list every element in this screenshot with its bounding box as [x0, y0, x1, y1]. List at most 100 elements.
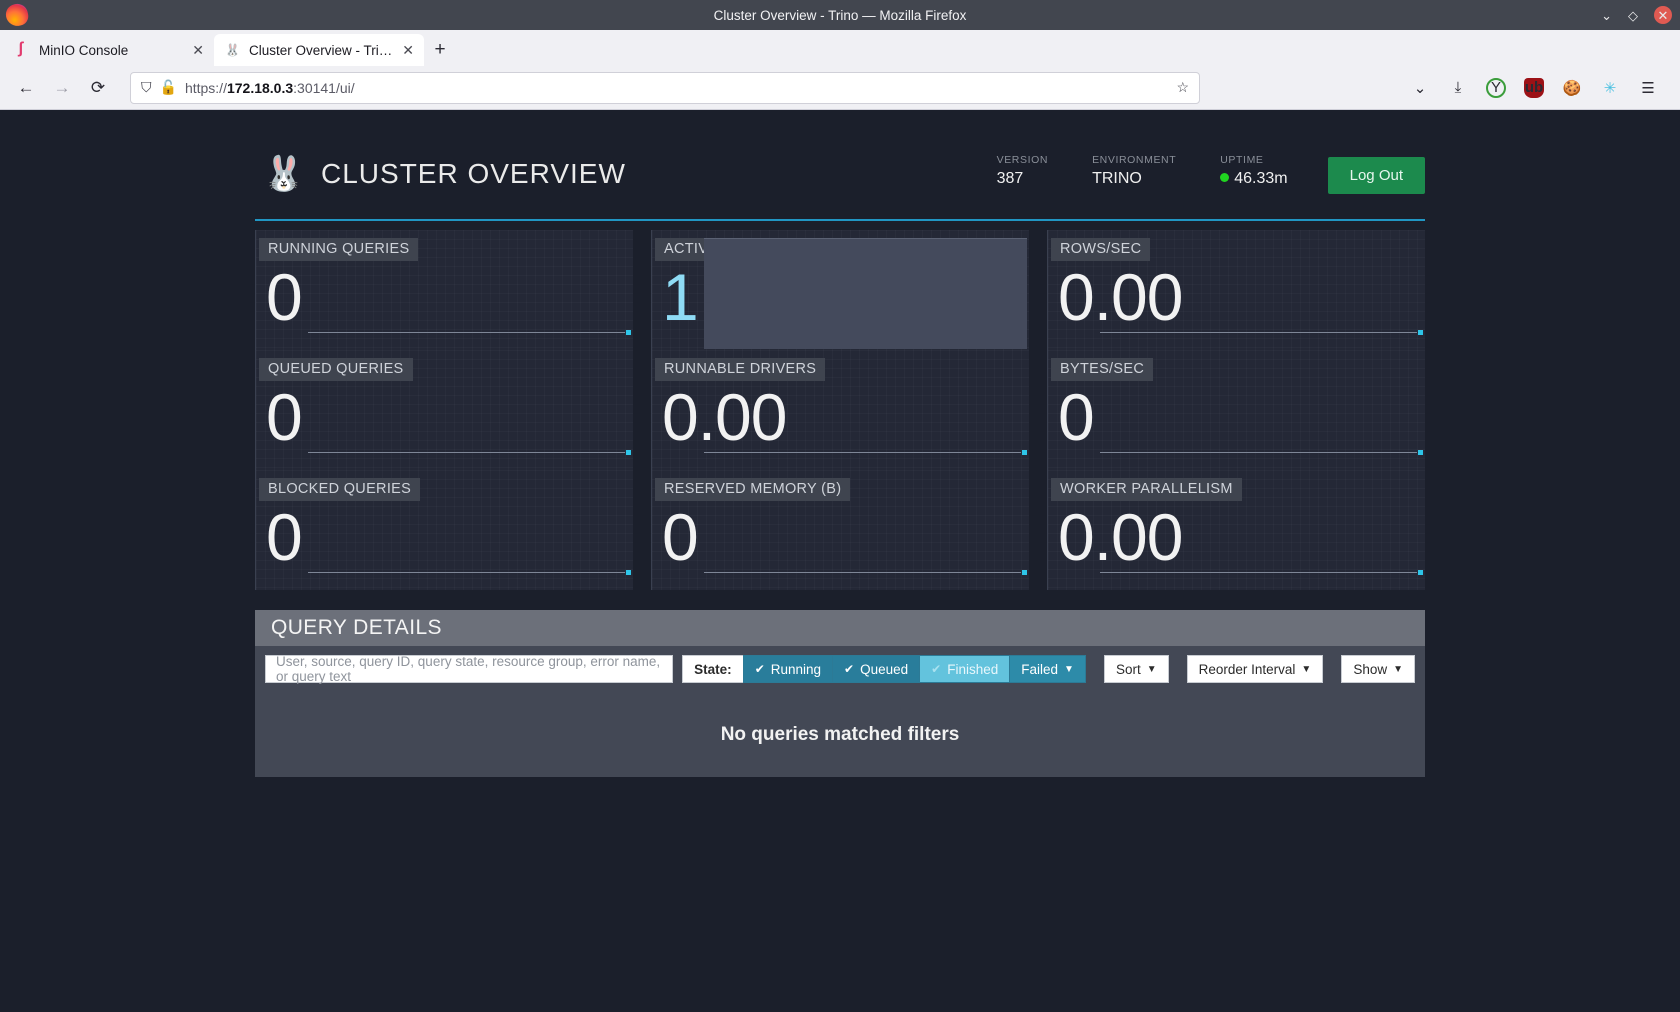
tab-label: Cluster Overview - Trino [249, 42, 394, 58]
metric-sparkline [1100, 570, 1423, 575]
page-title: CLUSTER OVERVIEW [321, 158, 626, 189]
metric-card-blocked-queries[interactable]: BLOCKED QUERIES 0 [255, 470, 633, 590]
new-tab-button[interactable]: + [434, 39, 446, 60]
state-filter-queued[interactable]: ✔ Queued [832, 655, 921, 683]
stat-value-wrap: 46.33m [1220, 170, 1288, 188]
metric-card-bytes-per-sec[interactable]: BYTES/SEC 0 [1047, 350, 1425, 470]
metric-sparkline [704, 450, 1027, 455]
forward-button[interactable]: → [53, 77, 71, 97]
stat-label: VERSION [996, 154, 1049, 166]
metric-caption: WORKER PARALLELISM [1051, 478, 1242, 501]
sort-button[interactable]: Sort ▼ [1103, 655, 1169, 683]
back-button[interactable]: ← [17, 77, 35, 97]
metric-card-worker-parallelism[interactable]: WORKER PARALLELISM 0.00 [1047, 470, 1425, 590]
metric-hover-overlay [704, 238, 1027, 349]
bookmark-star-icon[interactable]: ☆ [1176, 79, 1189, 95]
metric-value: 0 [266, 260, 303, 334]
query-search-input[interactable]: User, source, query ID, query state, res… [265, 654, 674, 684]
extension-star-icon[interactable]: ✳ [1603, 79, 1617, 97]
metric-value: 0.00 [1058, 260, 1183, 334]
tab-close-icon[interactable]: ✕ [192, 42, 204, 58]
metric-value: 0 [266, 500, 303, 574]
reload-button[interactable]: ⟳ [90, 77, 106, 97]
metric-caption: RUNNING QUERIES [259, 238, 419, 261]
firefox-logo-icon [3, 1, 31, 29]
chevron-down-icon: ▼ [1064, 663, 1074, 675]
state-filter-group: State: ✔ Running ✔ Queued ✔ Finished Failed… [682, 655, 1086, 683]
reorder-interval-button[interactable]: Reorder Interval ▼ [1186, 655, 1324, 683]
stat-value: 387 [996, 170, 1024, 187]
window-title: Cluster Overview - Trino — Mozilla Firef… [713, 7, 967, 23]
chevron-down-icon: ▼ [1146, 663, 1157, 675]
cookie-autodelete-icon[interactable]: 🍪 [1562, 79, 1582, 97]
check-icon: ✔ [754, 662, 765, 676]
stat-uptime: UPTIME 46.33m [1198, 154, 1309, 188]
header-stats: VERSION 387 ENVIRONMENT TRINO UPTIME 46.… [975, 154, 1425, 194]
minio-favicon-icon [14, 40, 30, 58]
metric-sparkline [308, 450, 631, 455]
show-button[interactable]: Show ▼ [1341, 655, 1415, 683]
metric-value: 0 [266, 380, 303, 454]
tab-minio-console[interactable]: MinIO Console ✕ [4, 34, 214, 66]
metric-value: 0.00 [662, 380, 787, 454]
lock-warning-icon[interactable]: 🔓 [159, 79, 177, 95]
log-out-button[interactable]: Log Out [1327, 157, 1425, 194]
minimize-button[interactable]: ⌄ [1601, 7, 1612, 23]
metric-value: 1 [662, 260, 699, 334]
maximize-button[interactable]: ◇ [1628, 7, 1638, 23]
state-filter-running[interactable]: ✔ Running [742, 655, 834, 683]
state-filter-failed[interactable]: Failed ▼ [1009, 655, 1086, 683]
metric-card-active-workers[interactable]: ACTIVE WORKERS 1 [651, 230, 1029, 350]
tab-close-icon[interactable]: ✕ [402, 42, 414, 58]
privacy-badger-icon[interactable]: Y [1486, 77, 1506, 98]
metric-caption: RESERVED MEMORY (B) [655, 478, 851, 501]
metric-value: 0.00 [1058, 500, 1183, 574]
metric-sparkline [1100, 450, 1423, 455]
stat-version: VERSION 387 [975, 154, 1070, 188]
chevron-down-icon: ▼ [1301, 663, 1312, 675]
header-divider [255, 219, 1425, 221]
state-filter-label: State: [682, 655, 744, 683]
sort-button-label: Sort [1115, 661, 1141, 677]
metric-caption: RUNNABLE DRIVERS [655, 358, 826, 381]
check-icon: ✔ [844, 662, 855, 676]
trino-rabbit-logo-icon: 🐰 [262, 155, 306, 193]
metric-sparkline [308, 330, 631, 335]
ublock-origin-icon[interactable]: ub [1524, 77, 1544, 98]
trino-favicon-icon [224, 42, 240, 58]
tab-label: MinIO Console [39, 42, 129, 58]
empty-state-message: No queries matched filters [720, 723, 960, 745]
close-button[interactable]: ✕ [1654, 6, 1672, 24]
tab-strip: MinIO Console ✕ Cluster Overview - Trino… [0, 30, 1680, 66]
shield-icon[interactable]: ⛉ [141, 79, 152, 95]
stat-value: TRINO [1092, 170, 1142, 187]
state-filter-finished[interactable]: ✔ Finished [919, 655, 1011, 683]
metric-card-runnable-drivers[interactable]: RUNNABLE DRIVERS 0.00 [651, 350, 1029, 470]
metrics-grid: RUNNING QUERIES 0 ACTIVE WORKERS 1 ROWS/… [255, 230, 1425, 590]
stat-environment: ENVIRONMENT TRINO [1070, 154, 1198, 188]
metric-card-running-queries[interactable]: RUNNING QUERIES 0 [255, 230, 633, 350]
metric-sparkline [1100, 330, 1423, 335]
query-details-controls: User, source, query ID, query state, res… [255, 646, 1425, 692]
tab-cluster-overview-trino[interactable]: Cluster Overview - Trino ✕ [214, 34, 424, 66]
metric-value: 0 [1058, 380, 1095, 454]
reorder-interval-button-label: Reorder Interval [1198, 661, 1296, 677]
address-bar[interactable]: ⛉ 🔓 https://172.18.0.3:30141/ui/ ☆ [130, 71, 1200, 104]
metric-card-rows-per-sec[interactable]: ROWS/SEC 0.00 [1047, 230, 1425, 350]
metric-sparkline [704, 570, 1027, 575]
stat-value: 46.33m [1234, 170, 1288, 187]
metric-caption: ROWS/SEC [1051, 238, 1151, 261]
downloads-icon[interactable]: ⤓ [1454, 79, 1462, 96]
metric-card-reserved-memory[interactable]: RESERVED MEMORY (B) 0 [651, 470, 1029, 590]
pocket-icon[interactable]: ⌄ [1413, 79, 1427, 97]
url-prefix: https:// [184, 79, 227, 96]
url-suffix: :30141/ui/ [293, 79, 355, 96]
stat-label: ENVIRONMENT [1092, 154, 1177, 166]
url-host: 172.18.0.3 [226, 79, 294, 96]
app-menu-icon[interactable]: ☰ [1641, 79, 1655, 97]
metric-caption: BYTES/SEC [1051, 358, 1154, 381]
metric-card-queued-queries[interactable]: QUEUED QUERIES 0 [255, 350, 633, 470]
metric-caption: BLOCKED QUERIES [259, 478, 421, 501]
metric-value: 0 [662, 500, 699, 574]
check-icon: ✔ [931, 662, 942, 676]
